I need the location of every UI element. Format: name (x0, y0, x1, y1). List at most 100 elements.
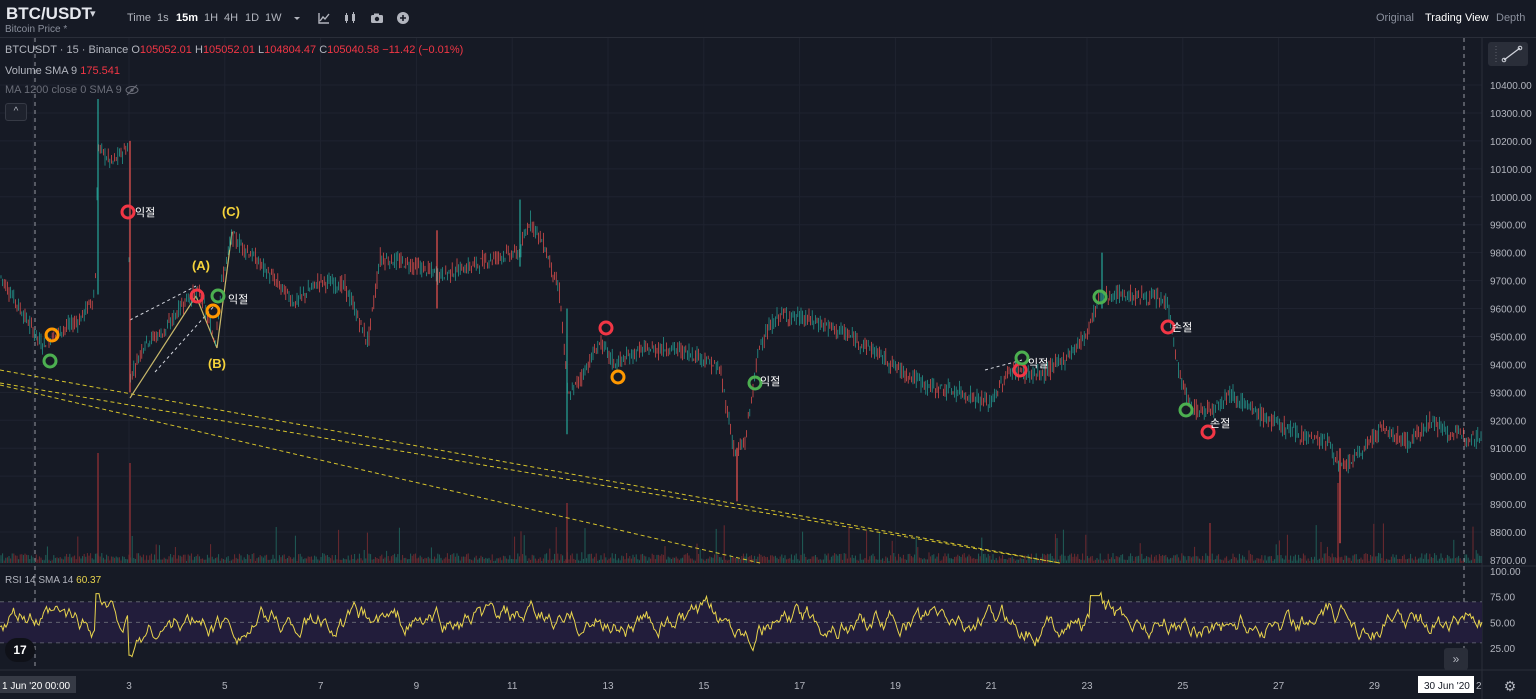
trade-marker (120, 204, 136, 220)
add-icon[interactable] (396, 11, 410, 25)
view-trading-view[interactable]: Trading View (1425, 12, 1489, 24)
time-axis-label: 9 (414, 681, 420, 692)
rsi-line (0, 591, 1483, 658)
ma-label: MA 1200 close 0 SMA 9 (5, 84, 122, 96)
price-axis-label: 9600.00 (1490, 305, 1527, 316)
top-toolbar: BTC/USDT ▾ Bitcoin Price * Time 1s 15m 1… (0, 0, 1536, 38)
symbol-dropdown-caret-icon[interactable]: ▾ (90, 8, 96, 20)
rsi-value: 60.37 (76, 575, 102, 586)
interval-1d[interactable]: 1D (245, 12, 260, 24)
candle-type-icon[interactable] (343, 11, 357, 25)
price-axis-label: 10000.00 (1490, 193, 1532, 204)
time-end-label: 30 Jun '20 (1424, 681, 1470, 692)
price-axis-label: 9800.00 (1490, 249, 1527, 260)
trade-marker-label: 익절 (228, 293, 248, 306)
price-axis-label: 9300.00 (1490, 388, 1527, 399)
time-axis-label: 13 (602, 681, 614, 692)
rsi-pane (0, 591, 1483, 658)
wave-b-label: (B) (208, 356, 226, 371)
trade-marker (1014, 350, 1030, 366)
price-axis-label: 8800.00 (1490, 528, 1527, 539)
camera-icon[interactable] (370, 11, 384, 25)
time-end-suffix: 2 (1476, 681, 1482, 692)
ohlc-legend: BTCUSDT · 15 · Binance O105052.01 H10505… (5, 44, 463, 56)
settings-gear-icon[interactable]: ⚙ (1503, 678, 1517, 694)
trade-marker (610, 369, 626, 385)
time-axis-label: 21 (986, 681, 998, 692)
price-axis-label: 9200.00 (1490, 416, 1527, 427)
trade-marker (189, 288, 205, 304)
drawing-tools-button[interactable] (1488, 42, 1528, 66)
price-axis-label: 10200.00 (1490, 137, 1532, 148)
trade-marker-label: 익절 (1028, 357, 1048, 370)
price-axis-label: 9700.00 (1490, 277, 1527, 288)
price-axis-label: 10100.00 (1490, 165, 1532, 176)
time-axis-label: 15 (698, 681, 710, 692)
legend-low-label: L (258, 44, 265, 56)
price-axis-label: 9500.00 (1490, 332, 1527, 343)
interval-15m[interactable]: 15m (176, 12, 199, 24)
wave-c-label: (C) (222, 204, 240, 219)
price-axis-label: 10300.00 (1490, 109, 1532, 120)
wave-line (216, 231, 233, 349)
indicator-icon[interactable] (317, 11, 331, 25)
chevron-down-icon[interactable] (290, 11, 304, 25)
rsi-axis-label: 100.00 (1490, 567, 1521, 578)
volume-bars (0, 453, 1482, 563)
legend-high-value: 105052.01 (202, 44, 255, 56)
time-axis-label: 29 (1369, 681, 1381, 692)
trade-marker (44, 327, 60, 343)
trade-marker-label: 익절 (760, 375, 780, 388)
dashed-trendline (0, 384, 761, 564)
symbol-subtitle: Bitcoin Price * (5, 24, 68, 35)
interval-1h[interactable]: 1H (204, 12, 219, 24)
trade-marker (1178, 402, 1194, 418)
wave-a-label: (A) (192, 258, 210, 273)
trend-lines (0, 231, 1061, 564)
trade-marker-label: 손절 (1210, 417, 1230, 430)
dashed-trendline (0, 369, 1061, 564)
scroll-to-realtime-button[interactable]: » (1444, 648, 1468, 670)
rsi-axis-label: 75.00 (1490, 593, 1515, 604)
price-axis-label: 8900.00 (1490, 500, 1527, 511)
symbol-title[interactable]: BTC/USDT (6, 4, 92, 23)
volume-label: Volume SMA 9 (5, 65, 78, 77)
rsi-legend[interactable]: RSI 14 SMA 14 60.37 (5, 575, 101, 586)
legend-open-label: O (131, 44, 140, 56)
legend-low-value: 104804.47 (264, 44, 317, 56)
collapse-legend-button[interactable]: ^ (5, 103, 27, 121)
price-axis-label: 9900.00 (1490, 221, 1527, 232)
volume-legend[interactable]: Volume SMA 9 175.541 (5, 65, 120, 77)
interval-4h[interactable]: 4H (224, 12, 239, 24)
trade-marker (205, 303, 221, 319)
trade-marker-label: 손절 (1172, 321, 1192, 334)
price-axis-label: 8700.00 (1490, 556, 1527, 567)
trend-line-icon (1495, 45, 1523, 63)
time-end-badge (1418, 676, 1474, 693)
time-start-label: 1 Jun '20 00:00 (2, 681, 71, 692)
time-axis-label: 23 (1081, 681, 1093, 692)
interval-1s[interactable]: 1s (157, 12, 169, 24)
time-start-badge (0, 676, 76, 693)
rsi-axis-label: 50.00 (1490, 618, 1515, 629)
view-depth[interactable]: Depth (1496, 12, 1526, 24)
tradingview-logo: 17 (5, 638, 35, 662)
interval-1w[interactable]: 1W (265, 12, 282, 24)
time-axis-label: 19 (890, 681, 902, 692)
legend-change: −11.42 (−0.01%) (382, 44, 464, 56)
price-axis-label: 9400.00 (1490, 360, 1527, 371)
legend-close-value: 105040.58 (327, 44, 380, 56)
eye-hidden-icon[interactable] (125, 84, 139, 96)
rsi-axis-label: 25.00 (1490, 644, 1515, 655)
trade-marker (1092, 289, 1108, 305)
view-original[interactable]: Original (1376, 12, 1414, 24)
ma-legend[interactable]: MA 1200 close 0 SMA 9 (5, 84, 139, 96)
time-axis-label: 7 (318, 681, 324, 692)
time-axis-label: 17 (794, 681, 806, 692)
time-axis-label: 27 (1273, 681, 1285, 692)
price-axis-label: 9100.00 (1490, 444, 1527, 455)
volume-value: 175.541 (80, 65, 120, 77)
interval-time[interactable]: Time (127, 12, 152, 24)
